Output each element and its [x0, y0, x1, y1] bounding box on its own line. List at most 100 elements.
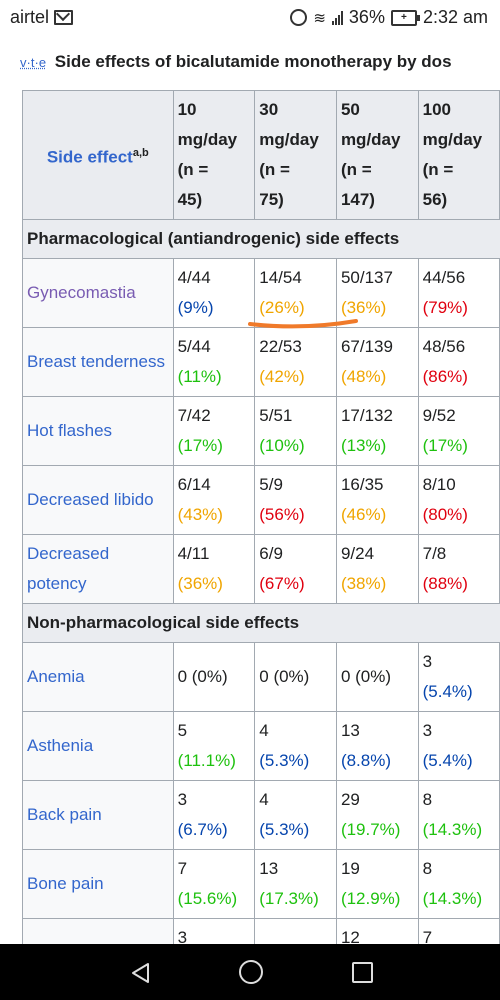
battery-icon: +	[390, 9, 420, 26]
cell-count: 50/137	[340, 268, 393, 287]
cell-percent: (46%)	[340, 505, 387, 524]
cell-percent: (14.3%)	[422, 889, 483, 908]
header-dose-unit: mg/day	[422, 130, 483, 149]
side-effect-link[interactable]: Asthenia	[22, 711, 174, 781]
cell-percent: (80%)	[422, 505, 468, 524]
section-pharmacological: Pharmacological (antiandrogenic) side ef…	[22, 219, 500, 259]
table-row: Asthenia5(11.1%)4(5.3%)13(8.8%)3(5.4%)0 …	[22, 711, 500, 781]
cell-count: 6/14	[177, 475, 211, 494]
cell-percent: (5.4%)	[422, 751, 473, 770]
header-dose-n: (n =	[340, 160, 372, 179]
cell-percent: (11.1%)	[177, 751, 236, 770]
header-dose-n_val: 56)	[422, 190, 448, 209]
alarm-icon	[290, 9, 308, 26]
cell-count: 3	[177, 928, 188, 944]
header-dose-n: (n =	[259, 160, 290, 179]
table-cell: 22/53 (42%)	[254, 327, 337, 397]
cell-percent: (42%)	[259, 367, 305, 386]
cell-count: 9/24	[340, 544, 375, 563]
header-dose-3: 100 mg/day (n = 56)	[417, 90, 500, 220]
header-side-effect: Side effecta,b	[22, 90, 174, 220]
section-non-pharmacological: Non-pharmacological side effects	[22, 603, 500, 643]
table-cell: 6/14 (43%)	[172, 465, 256, 535]
table-cell: 5/51 (10%)	[254, 396, 337, 466]
cell-percent: (36%)	[177, 574, 223, 593]
wifi-icon: ≋	[313, 9, 326, 27]
cell-percent: (14.3%)	[422, 820, 483, 839]
cell-count: 0 (0%)	[340, 667, 392, 686]
table-cell: 8/10 (80%)	[417, 465, 500, 535]
table-row: Decreased potency 4/11 (36%) 6/9 (67%) 9/24 (3…	[22, 534, 500, 604]
cell-count: 8/10	[422, 475, 456, 494]
cell-percent: (13%)	[340, 436, 387, 455]
header-side-effect-label[interactable]: Side effect	[46, 147, 133, 167]
table-cell: 16/35 (46%)	[335, 465, 419, 535]
cell-percent: (38%)	[340, 574, 387, 593]
cell-percent: (17.3%)	[259, 889, 319, 908]
cell-count: 22/53	[259, 337, 302, 356]
navbox-links[interactable]: v·t·e	[20, 55, 47, 70]
table-cell: 9/52 (17%)	[417, 396, 500, 466]
side-effect-link[interactable]: Decreased potency	[22, 534, 174, 604]
cell-count: 5	[177, 721, 188, 740]
talk-link[interactable]: t	[30, 55, 35, 70]
header-dose-unit: mg/day	[340, 130, 401, 149]
cell-count: 17/132	[340, 406, 393, 425]
signal-icon	[331, 10, 343, 25]
back-icon[interactable]	[130, 962, 150, 984]
table-cell: 5/9 (56%)	[254, 465, 337, 535]
header-dose-dose: 30	[259, 100, 279, 119]
cell-percent: (79%)	[422, 298, 468, 317]
header-dose-dose: 50	[340, 100, 360, 119]
cell-percent: (48%)	[340, 367, 387, 386]
table-row: Hot flashes 7/42 (17%) 5/51 (10%) 17/132 (13%)…	[22, 396, 500, 466]
cell-count: 5/44	[177, 337, 211, 356]
table-cell: 19 (12.9%)	[335, 849, 419, 919]
header-dose-dose: 100	[422, 100, 451, 119]
recent-apps-icon[interactable]	[352, 962, 373, 983]
side-effect-link[interactable]: Hot flashes	[22, 396, 174, 466]
side-effect-link[interactable]: Bone pain	[22, 849, 174, 919]
table-cell: 0 (0%)	[254, 918, 337, 944]
cell-count: 4/11	[177, 544, 210, 563]
cell-percent: (56%)	[259, 505, 305, 524]
table-cell: 14/54 (26%)	[254, 258, 337, 328]
view-link[interactable]: v	[20, 55, 27, 70]
cell-count: 7/42	[177, 406, 211, 425]
side-effects-table-container[interactable]: Side effecta,b 10 mg/day (n = 45) 30 mg/day (n …	[22, 90, 500, 944]
cell-percent: (67%)	[259, 574, 305, 593]
edit-link[interactable]: e	[38, 55, 47, 70]
side-effect-link[interactable]: Breast tenderness	[22, 327, 174, 397]
side-effects-table: Side effecta,b 10 mg/day (n = 45) 30 mg/day (n …	[22, 90, 500, 944]
table-row: Constipation3(6.7%)0 (0%)12(8.2%)7(12.5%…	[22, 918, 500, 944]
table-cell: 0 (0%)	[254, 642, 337, 712]
table-cell: 7(12.5%)	[417, 918, 500, 944]
table-cell: 13 (8.8%)	[335, 711, 419, 781]
cell-count: 0 (0%)	[177, 667, 228, 686]
cell-count: 48/56	[422, 337, 466, 356]
header-dose-unit: mg/day	[259, 130, 319, 149]
cell-count: 3	[422, 721, 433, 740]
home-icon[interactable]	[239, 960, 263, 984]
cell-count: 4/44	[177, 268, 211, 287]
header-dose-n_val: 147)	[340, 190, 375, 209]
header-dose-n: (n =	[422, 160, 454, 179]
cell-count: 0 (0%)	[259, 938, 332, 944]
side-effect-link[interactable]: Gynecomastia	[22, 258, 174, 328]
cell-percent: (6.7%)	[177, 820, 228, 839]
side-effect-link[interactable]: Anemia	[22, 642, 174, 712]
table-cell: 4 (5.3%)	[254, 711, 337, 781]
side-effect-link[interactable]: Constipation	[22, 918, 174, 944]
header-dose-2: 50 mg/day (n = 147)	[335, 90, 419, 220]
side-effect-link[interactable]: Back pain	[22, 780, 174, 850]
cell-count: 7	[177, 859, 188, 878]
side-effect-link[interactable]: Decreased libido	[22, 465, 174, 535]
cell-percent: (10%)	[259, 436, 305, 455]
table-cell: 0 (0%)	[172, 642, 256, 712]
cell-count: 6/9	[259, 544, 283, 563]
header-footnote[interactable]: a,b	[132, 146, 149, 159]
cell-percent: (15.6%)	[177, 889, 238, 908]
cell-count: 5/9	[259, 475, 283, 494]
header-dose-n_val: 75)	[259, 190, 284, 209]
cell-count: 3	[422, 652, 433, 671]
